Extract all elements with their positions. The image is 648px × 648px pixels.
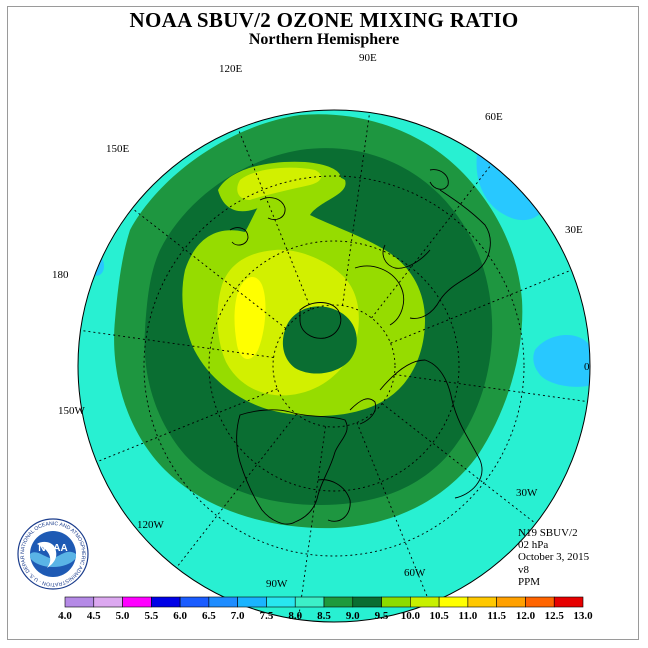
lon-label-150e: 150E [106,143,130,155]
colorbar-tick-label: 6.0 [173,610,187,622]
colorbar-tick-label: 5.0 [116,610,130,622]
colorbar-tick-label: 10.5 [429,610,449,622]
units-label: PPM [518,575,541,588]
colorbar-cell [352,596,382,608]
colorbar-cell [438,596,469,608]
lon-label-60w: 60W [404,567,426,579]
colorbar-cell [410,596,440,608]
lon-label-30w: 30W [516,487,538,499]
logo-text: NOAA [38,543,67,554]
colorbar-cell [266,596,296,608]
contour-10.0-10.5 [234,276,266,360]
colorbar-cell [294,596,325,608]
colorbar-tick-label: 11.5 [487,610,506,622]
colorbar-cell [208,596,238,608]
figure-frame [7,6,639,640]
colorbar-cell [553,596,584,608]
colorbar-cell [525,596,555,608]
pressure-label: 02 hPa [518,539,549,552]
lon-label-120e: 120E [219,63,243,75]
date-label: October 3, 2015 [518,551,590,564]
lon-label-90w: 90W [266,578,288,590]
colorbar-tick-label: 7.5 [260,610,274,622]
colorbar-cell [381,596,411,608]
colorbar-tick-label: 9.0 [346,610,360,622]
colorbar-cell [151,596,181,608]
contour-7.0-7.5-east [533,335,590,387]
map-subtitle: Northern Hemisphere [248,31,400,48]
colorbar-tick-label: 8.5 [317,610,331,622]
noaa-logo-icon: NATIONAL OCEANIC AND ATMOSPHERIC ADMINIS… [17,518,89,590]
colorbar-tick-label: 9.5 [375,610,389,622]
colorbar-tick-label: 11.0 [459,610,478,622]
colorbar-cell [467,596,497,608]
lon-label-60e: 60E [485,111,503,123]
lon-label-150w: 150W [58,405,85,417]
lon-label-180: 180 [52,269,69,281]
colorbar-tick-label: 12.0 [516,610,536,622]
lon-label-30e: 30E [565,224,583,236]
lon-label-90e: 90E [359,52,377,64]
colorbar-tick-label: 6.5 [202,610,216,622]
colorbar-tick-label: 7.0 [231,610,245,622]
info-block: N19 SBUV/2 02 hPa October 3, 2015 v8 PPM [518,527,589,588]
lon-label-0: 0 [584,361,590,373]
colorbar-cell [122,596,152,608]
lon-label-120w: 120W [137,519,164,531]
contour-pole-core [282,306,357,374]
latitude-circles [143,175,525,557]
colorbar-tick-label: 5.5 [144,610,158,622]
coastlines [229,169,491,525]
colorbar-cell [93,596,123,608]
map-title: NOAA SBUV/2 OZONE MIXING RATIO [129,8,519,32]
map-boundary [77,109,591,623]
colorbar-tick-label: 13.0 [573,610,593,622]
colorbar-cell [64,596,95,608]
colorbar-tick-label: 8.0 [288,610,302,622]
colorbar-tick-label: 10.0 [401,610,421,622]
colorbar-cell [237,596,267,608]
colorbar-tick-label: 12.5 [545,610,565,622]
colorbar-cell [323,596,354,608]
version-label: v8 [518,563,529,576]
instrument-label: N19 SBUV/2 [518,527,578,539]
colorbar-cell [179,596,210,608]
colorbar-cell [496,596,526,608]
colorbar-tick-label: 4.0 [58,610,72,622]
colorbar-tick-label: 4.5 [87,610,101,622]
